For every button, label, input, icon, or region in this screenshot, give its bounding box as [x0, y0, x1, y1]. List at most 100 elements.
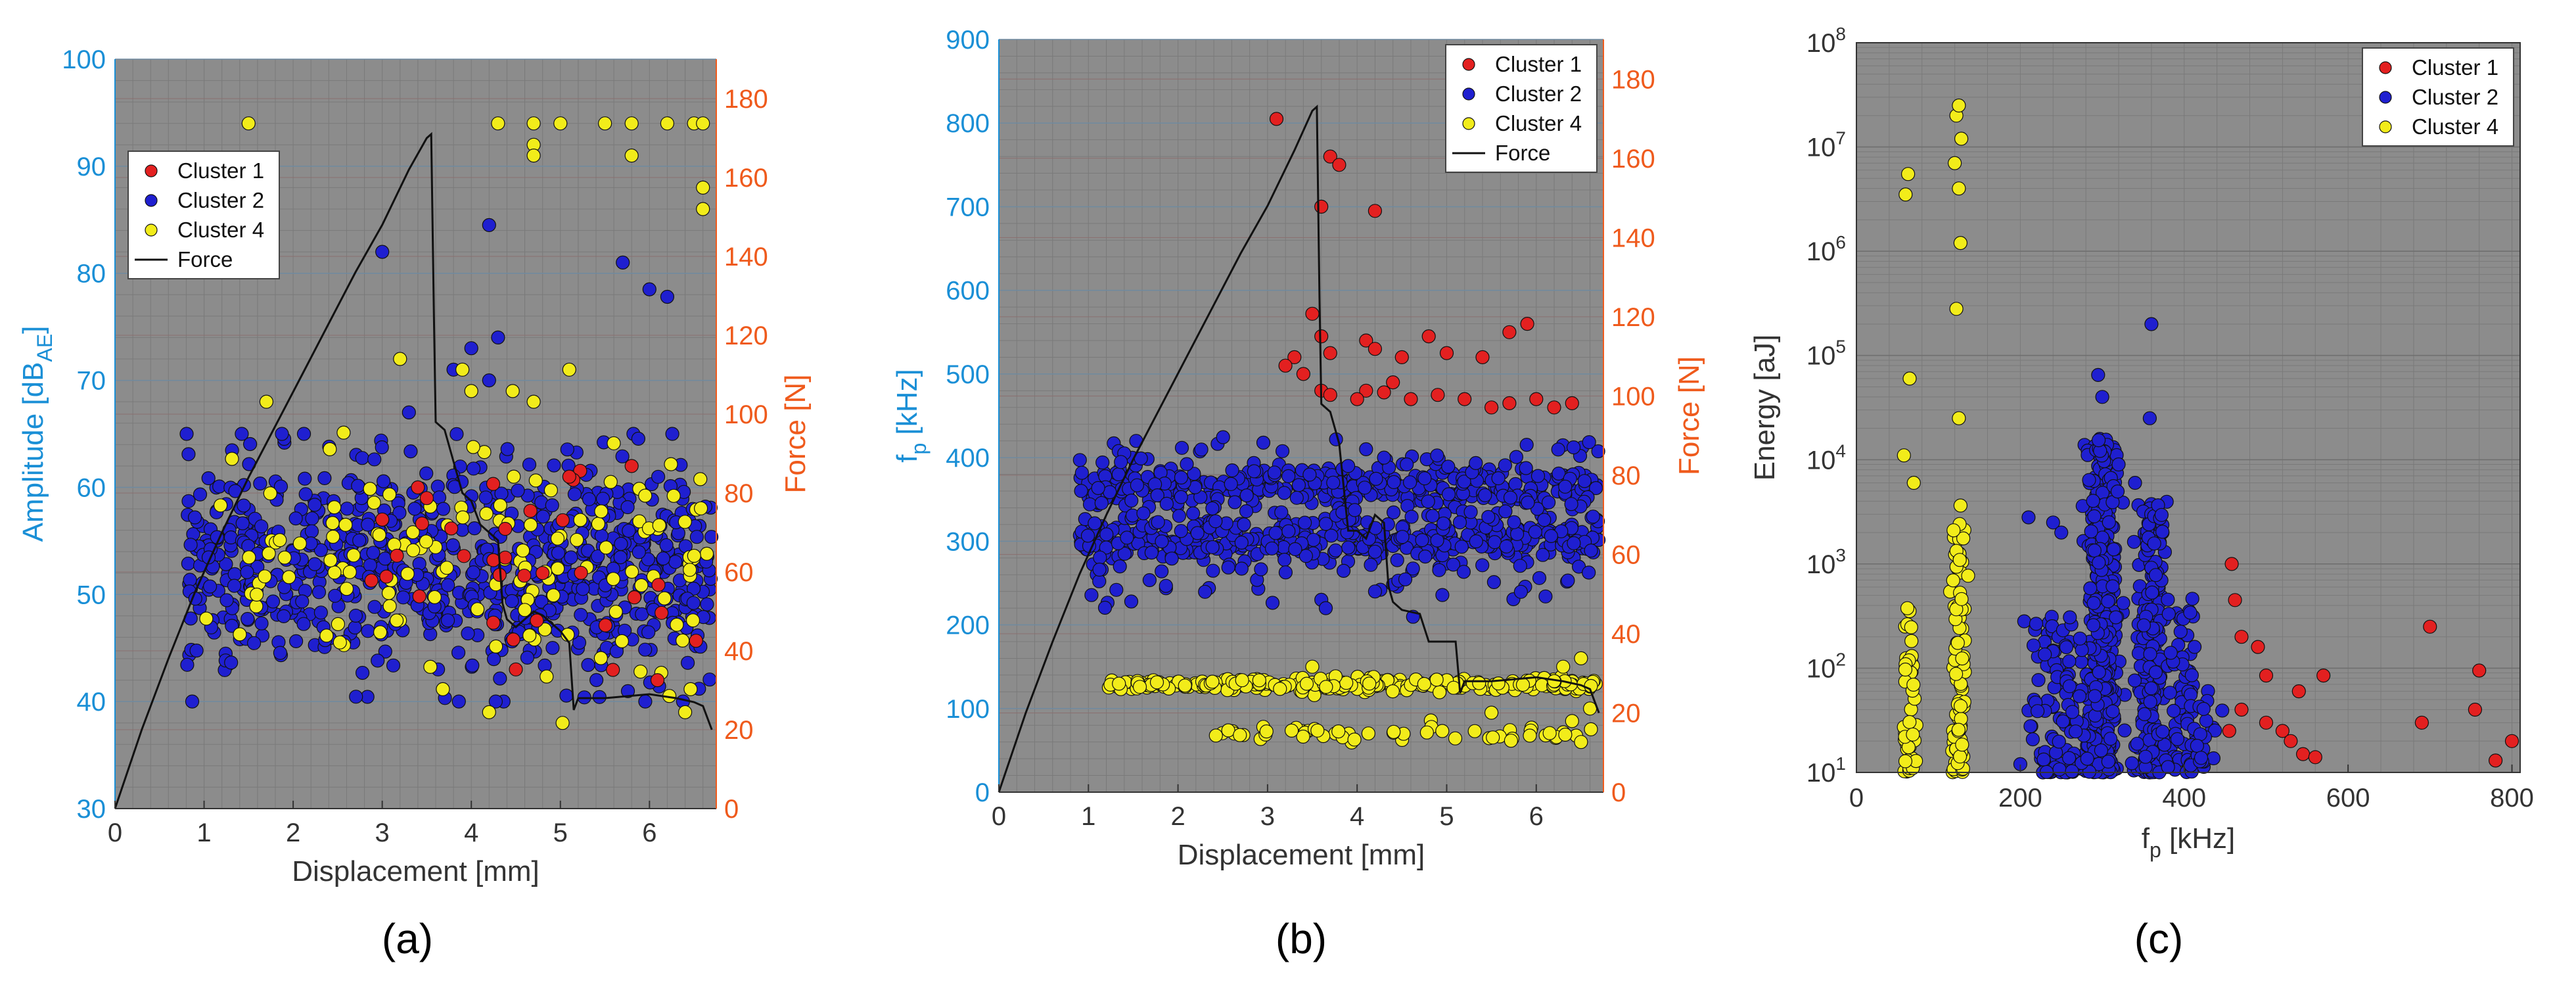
- point-cluster2: [2155, 525, 2170, 539]
- point-cluster2: [375, 245, 390, 259]
- point-cluster2: [451, 646, 466, 660]
- point-cluster2: [1499, 539, 1513, 554]
- panel-b: 0 1 2 3 4 5 6010020030040050060070080090002040…: [891, 26, 1705, 962]
- point-cluster2: [313, 543, 328, 557]
- point-cluster4: [1205, 674, 1220, 689]
- point-cluster4: [1299, 676, 1314, 691]
- point-cluster2: [545, 640, 560, 655]
- point-cluster2: [594, 529, 609, 543]
- x-tick-label: 3: [1260, 802, 1275, 831]
- point-cluster2: [1155, 534, 1169, 549]
- point-cluster4: [1901, 167, 1916, 181]
- point-cluster2: [576, 582, 590, 596]
- point-cluster2: [1521, 495, 1535, 510]
- x-tick-label: 1: [196, 818, 211, 847]
- point-cluster1: [1386, 375, 1400, 390]
- grid: [1856, 43, 2520, 773]
- point-cluster4: [1233, 728, 1247, 742]
- point-cluster4: [607, 436, 621, 450]
- point-cluster2: [1567, 536, 1581, 550]
- point-cluster2: [1542, 495, 1556, 509]
- point-cluster1: [415, 516, 429, 531]
- point-cluster2: [2074, 655, 2088, 669]
- point-cluster2: [1174, 490, 1188, 504]
- point-cluster4: [327, 565, 342, 580]
- point-cluster1: [1278, 358, 1293, 373]
- point-cluster2: [2215, 703, 2230, 718]
- point-cluster1: [1404, 392, 1418, 406]
- point-cluster2: [378, 644, 392, 659]
- point-cluster4: [333, 635, 347, 650]
- point-cluster4: [699, 546, 714, 561]
- point-cluster2: [2127, 534, 2141, 549]
- point-cluster2: [1390, 553, 1404, 567]
- point-cluster2: [1348, 503, 1362, 517]
- point-cluster4: [1952, 411, 1966, 425]
- y2-tick-label: 160: [1611, 145, 1655, 174]
- point-cluster2: [308, 498, 322, 512]
- y2-tick-label: 20: [724, 716, 754, 745]
- legend-marker-cluster4: [2379, 120, 2392, 133]
- legend-marker-cluster1: [2379, 61, 2392, 74]
- point-cluster2: [1582, 565, 1596, 580]
- point-cluster1: [1323, 346, 1337, 360]
- point-cluster2: [1341, 459, 1356, 473]
- y-tick-base: 10: [1806, 29, 1836, 58]
- point-cluster2: [2101, 754, 2115, 769]
- point-cluster2: [1291, 478, 1306, 492]
- point-cluster4: [517, 603, 532, 617]
- point-cluster2: [396, 590, 411, 605]
- point-cluster2: [466, 565, 481, 580]
- point-cluster1: [2504, 734, 2519, 748]
- point-cluster2: [482, 218, 496, 232]
- point-cluster4: [440, 561, 454, 575]
- point-cluster2: [1513, 559, 1527, 573]
- point-cluster2: [467, 521, 482, 536]
- point-cluster4: [538, 622, 552, 637]
- point-cluster2: [2086, 596, 2101, 611]
- y-tick-label: 600: [946, 277, 990, 306]
- point-cluster2: [1318, 601, 1333, 615]
- point-cluster4: [1902, 715, 1917, 730]
- point-cluster2: [183, 538, 198, 552]
- y-tick-base: 10: [1806, 237, 1836, 266]
- y2-tick-label: 40: [724, 637, 754, 666]
- point-cluster2: [1589, 481, 1603, 496]
- point-cluster2: [1080, 529, 1095, 543]
- point-cluster4: [1574, 735, 1588, 749]
- point-cluster2: [1117, 546, 1132, 561]
- point-cluster2: [1508, 477, 1523, 492]
- point-cluster2: [311, 585, 327, 600]
- point-cluster2: [2092, 433, 2106, 448]
- point-cluster4: [258, 569, 272, 584]
- point-cluster2: [1430, 533, 1444, 548]
- point-cluster2: [1425, 509, 1440, 523]
- point-cluster2: [1441, 487, 1456, 502]
- point-cluster4: [551, 561, 565, 576]
- point-cluster2: [2031, 704, 2045, 719]
- point-cluster2: [348, 608, 363, 623]
- point-cluster4: [1361, 726, 1375, 741]
- point-cluster2: [1577, 474, 1592, 488]
- point-cluster4: [540, 669, 554, 684]
- point-cluster4: [676, 633, 690, 648]
- y-axis-title-close: ]: [17, 326, 49, 334]
- point-cluster1: [517, 569, 532, 583]
- point-cluster2: [1247, 464, 1262, 479]
- point-cluster2: [1205, 540, 1220, 554]
- point-cluster2: [2154, 508, 2169, 522]
- point-cluster2: [193, 487, 208, 502]
- legend-label-cluster4: Cluster 4: [177, 218, 264, 242]
- point-cluster2: [1452, 515, 1467, 530]
- point-cluster1: [1547, 400, 1561, 415]
- point-cluster4: [241, 116, 256, 131]
- point-cluster2: [351, 479, 365, 493]
- point-cluster2: [2026, 638, 2041, 653]
- point-cluster4: [696, 116, 710, 131]
- point-cluster2: [1519, 437, 1534, 452]
- point-cluster2: [2084, 524, 2098, 539]
- point-cluster2: [1205, 501, 1220, 516]
- point-cluster2: [641, 552, 655, 567]
- point-cluster4: [250, 587, 264, 602]
